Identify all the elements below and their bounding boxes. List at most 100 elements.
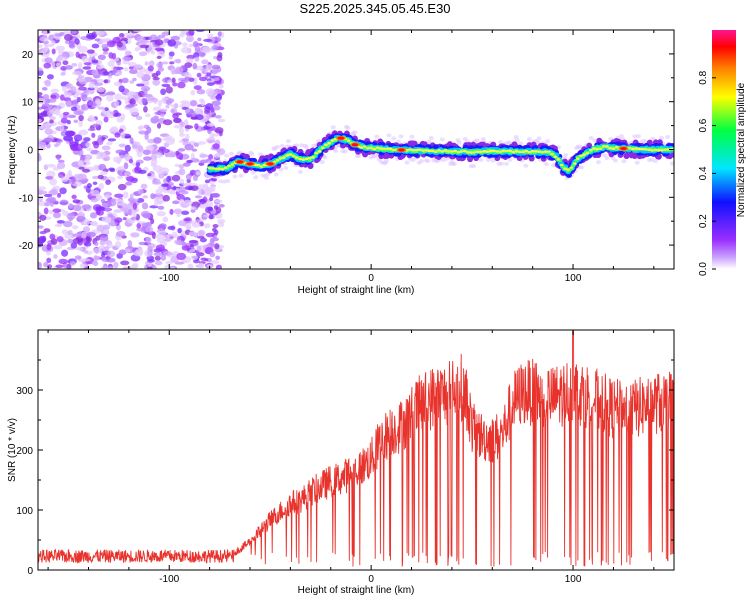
noise-blob [143, 105, 148, 113]
noise-blob [212, 80, 222, 85]
noise-blob [77, 75, 85, 79]
noise-blob [194, 195, 203, 199]
ridge-blob [508, 149, 512, 152]
spectrogram-x-label: Height of straight line (km) [298, 285, 415, 296]
noise-blob [108, 52, 114, 59]
halo-blob [383, 158, 389, 163]
noise-blob [183, 217, 191, 222]
noise-blob [209, 196, 214, 202]
noise-blob [114, 112, 122, 117]
halo-blob [642, 138, 648, 143]
chart-title: S225.2025.345.05.45.E30 [299, 1, 451, 16]
noise-blob [182, 199, 193, 207]
noise-blob [124, 98, 130, 105]
noise-blob [142, 195, 148, 199]
noise-blob [48, 209, 54, 215]
noise-blob [143, 213, 151, 219]
halo-blob [604, 156, 610, 161]
halo-blob [278, 167, 284, 172]
noise-blob [38, 235, 46, 244]
ridge-blob [424, 149, 428, 152]
noise-blob [217, 31, 222, 37]
noise-blob [86, 231, 97, 238]
noise-blob [116, 41, 123, 48]
noise-blob [50, 94, 57, 99]
noise-blob [179, 132, 185, 138]
hot-spot-core [337, 136, 345, 140]
ridge-blob [631, 147, 635, 151]
noise-blob [136, 71, 145, 79]
noise-blob [191, 148, 198, 152]
halo-blob [518, 141, 524, 146]
halo-blob [283, 165, 289, 170]
ridge-blob [592, 147, 596, 150]
noise-blob [72, 204, 82, 212]
noise-blob [44, 45, 49, 52]
noise-blob [144, 61, 149, 66]
noise-blob [50, 88, 60, 93]
noise-blob [77, 78, 86, 82]
noise-blob [72, 233, 82, 238]
noise-blob [104, 194, 111, 199]
halo-blob [621, 159, 627, 164]
ridge-blob [421, 149, 425, 152]
ridge-blob [614, 147, 619, 151]
noise-blob [189, 249, 196, 253]
noise-blob [107, 266, 114, 269]
ridge-blob [579, 154, 583, 157]
halo-blob [523, 163, 529, 168]
noise-blob [158, 230, 167, 236]
noise-blob [119, 154, 125, 159]
noise-blob [211, 64, 221, 70]
noise-blob [160, 254, 167, 261]
noise-blob [131, 144, 138, 150]
noise-blob [106, 40, 116, 48]
ridge-blob [372, 147, 377, 151]
noise-blob [186, 178, 191, 183]
noise-blob [160, 113, 165, 118]
noise-blob [61, 85, 68, 92]
ridge-blob [556, 158, 561, 161]
noise-blob [124, 171, 132, 176]
noise-blob [95, 30, 105, 37]
ridge-blob [605, 145, 609, 148]
halo-blob [503, 161, 509, 166]
noise-blob [63, 34, 74, 41]
noise-blob [124, 144, 131, 152]
noise-blob [117, 168, 127, 177]
ridge-blob [498, 150, 503, 154]
ridge-blob [530, 149, 535, 153]
noise-blob [46, 110, 52, 116]
noise-blob [78, 114, 84, 122]
ridge-blob [291, 154, 296, 158]
ridge-blob [472, 151, 477, 154]
noise-blob [171, 77, 176, 83]
noise-blob [199, 159, 209, 164]
noise-blob [204, 188, 213, 195]
noise-blob [57, 56, 67, 62]
noise-blob [48, 34, 55, 41]
noise-blob [66, 119, 71, 125]
noise-blob [168, 56, 173, 60]
noise-blob [45, 122, 55, 127]
hot-spot-core [351, 143, 359, 147]
ridge-blob [514, 150, 519, 153]
noise-blob [75, 88, 81, 96]
noise-blob [198, 230, 205, 237]
noise-blob [43, 62, 51, 69]
ridge-blob [543, 150, 548, 153]
halo-blob [391, 136, 397, 141]
noise-blob [103, 116, 109, 123]
noise-blob [218, 84, 224, 89]
noise-blob [154, 260, 163, 266]
ridge-blob [466, 151, 470, 154]
hot-spot-core [620, 146, 627, 151]
noise-blob [96, 65, 104, 70]
noise-blob [99, 239, 106, 246]
noise-blob [129, 137, 134, 144]
noise-blob [41, 103, 51, 109]
halo-blob [304, 145, 310, 150]
noise-blob [38, 67, 43, 72]
halo-blob [536, 136, 542, 141]
halo-blob [404, 160, 410, 165]
